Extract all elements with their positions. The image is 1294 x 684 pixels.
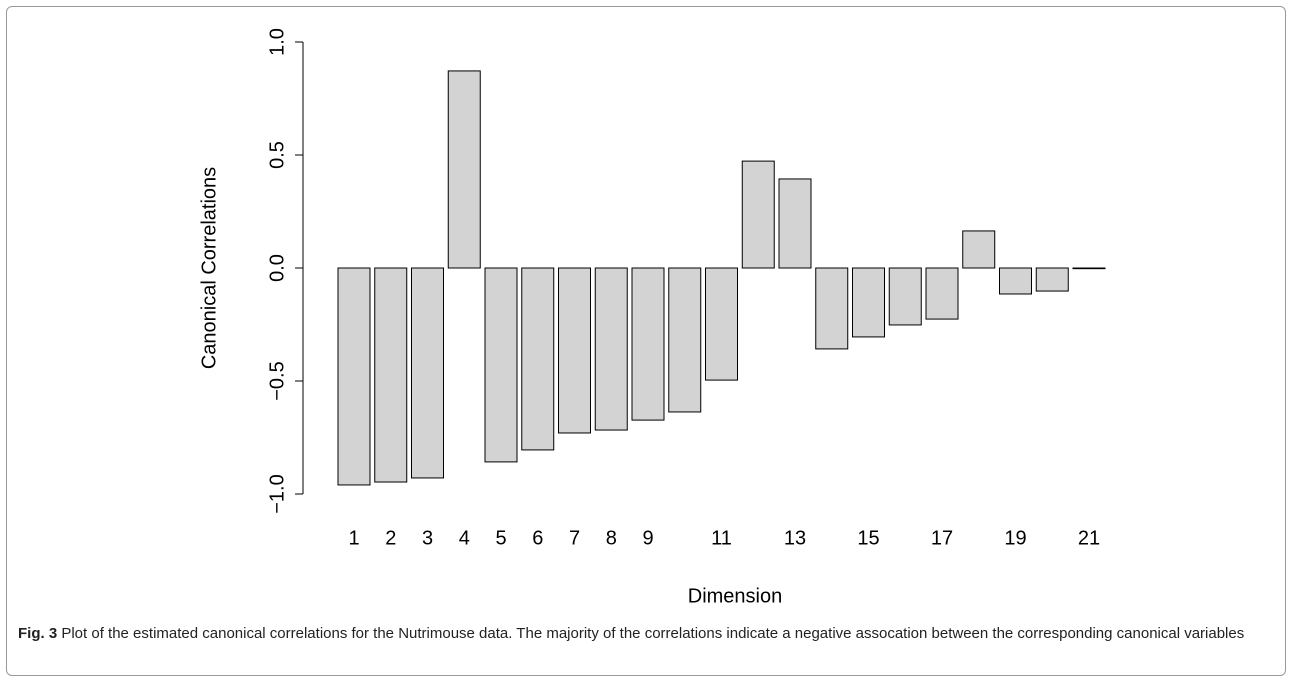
bar	[447, 70, 481, 269]
bar	[888, 267, 922, 326]
y-tick-label: −1.0	[266, 474, 288, 513]
bar	[925, 267, 959, 320]
caption-label: Fig. 3	[18, 625, 58, 642]
x-tick-label: 2	[385, 527, 396, 549]
bar	[741, 160, 775, 269]
x-tick-label: 21	[1078, 527, 1100, 549]
bar	[337, 267, 371, 486]
x-tick-label: 5	[495, 527, 506, 549]
caption-text: Plot of the estimated canonical correlat…	[61, 625, 1245, 642]
bar	[852, 267, 885, 338]
y-tick-label: 0.0	[266, 254, 288, 282]
bar	[521, 267, 555, 451]
y-tick-label: −0.5	[266, 361, 288, 400]
x-tick-label: 17	[931, 527, 953, 549]
bar	[778, 178, 812, 269]
x-tick-label: 19	[1004, 527, 1026, 549]
bar	[962, 230, 996, 269]
bar	[668, 267, 702, 413]
bar	[1035, 267, 1069, 292]
bar	[411, 267, 444, 479]
bar	[815, 267, 849, 350]
bar	[631, 267, 665, 421]
x-tick-label: 1	[348, 527, 359, 549]
x-tick-label: 13	[784, 527, 806, 549]
x-tick-label: 15	[857, 527, 879, 549]
x-tick-label: 3	[422, 527, 433, 549]
y-tick-label: 1.0	[266, 28, 288, 56]
bar	[484, 267, 518, 463]
x-tick-label: 4	[459, 527, 470, 549]
x-axis-label: Dimension	[688, 585, 782, 607]
x-tick-label: 6	[532, 527, 543, 549]
x-tick-label: 11	[711, 527, 732, 549]
x-tick-label: 9	[642, 527, 653, 549]
bar	[705, 267, 738, 381]
caption: Fig. 3 Plot of the estimated canonical c…	[18, 622, 1280, 646]
x-tick-label: 8	[606, 527, 617, 549]
bar	[374, 267, 408, 483]
y-tick-label: 0.5	[266, 141, 288, 169]
bar	[594, 267, 628, 431]
bar	[558, 267, 591, 434]
bar	[1072, 267, 1106, 270]
figure-frame	[6, 6, 1286, 676]
y-axis-label: Canonical Correlations	[198, 167, 220, 369]
x-tick-label: 7	[569, 527, 580, 549]
bar	[999, 267, 1032, 295]
